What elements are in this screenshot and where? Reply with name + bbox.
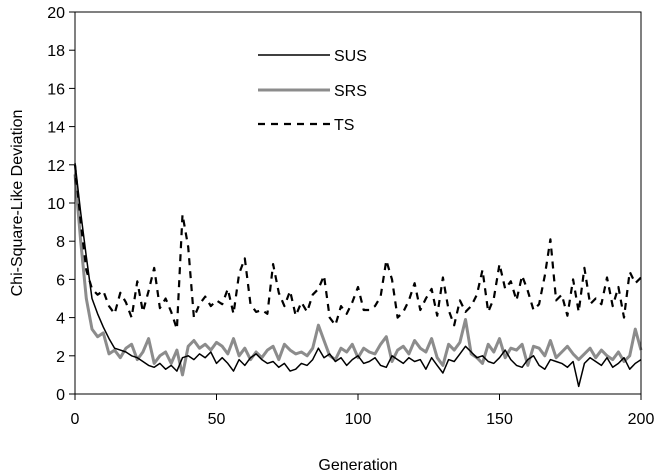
x-axis-title: Generation bbox=[318, 457, 397, 474]
y-tick-label: 12 bbox=[47, 158, 65, 175]
y-tick-label: 16 bbox=[47, 81, 65, 98]
legend-label-sus: SUS bbox=[334, 48, 367, 65]
y-tick-label: 6 bbox=[56, 272, 65, 289]
y-tick-label: 10 bbox=[47, 196, 65, 213]
y-tick-label: 8 bbox=[56, 234, 65, 251]
y-tick-label: 4 bbox=[56, 311, 65, 328]
x-tick-label: 100 bbox=[345, 411, 372, 428]
legend: SUS SRS TS bbox=[258, 48, 367, 134]
series-line-srs bbox=[73, 174, 643, 377]
legend-label-ts: TS bbox=[334, 117, 354, 134]
plot-frame bbox=[74, 11, 642, 395]
y-tick-label: 20 bbox=[47, 5, 65, 22]
series-line-sus bbox=[74, 162, 642, 388]
x-tick-label: 150 bbox=[486, 411, 513, 428]
series-line-ts bbox=[73, 164, 642, 331]
legend-label-srs: SRS bbox=[334, 83, 367, 100]
y-tick-label: 2 bbox=[56, 349, 65, 366]
y-tick-label: 18 bbox=[47, 43, 65, 60]
x-tick-label: 200 bbox=[628, 411, 655, 428]
series-layer bbox=[73, 162, 643, 388]
x-tick-label: 0 bbox=[71, 411, 80, 428]
y-tick-label: 0 bbox=[56, 387, 65, 404]
y-tick-label: 14 bbox=[47, 120, 65, 137]
x-tick-label: 50 bbox=[208, 411, 226, 428]
y-axis-ticks: 0 2 4 6 8 10 12 14 16 18 20 bbox=[47, 5, 75, 404]
y-axis-title: Chi-Square-Like Deviation bbox=[9, 110, 26, 297]
x-axis-ticks: 0 50 100 150 200 bbox=[71, 394, 655, 428]
